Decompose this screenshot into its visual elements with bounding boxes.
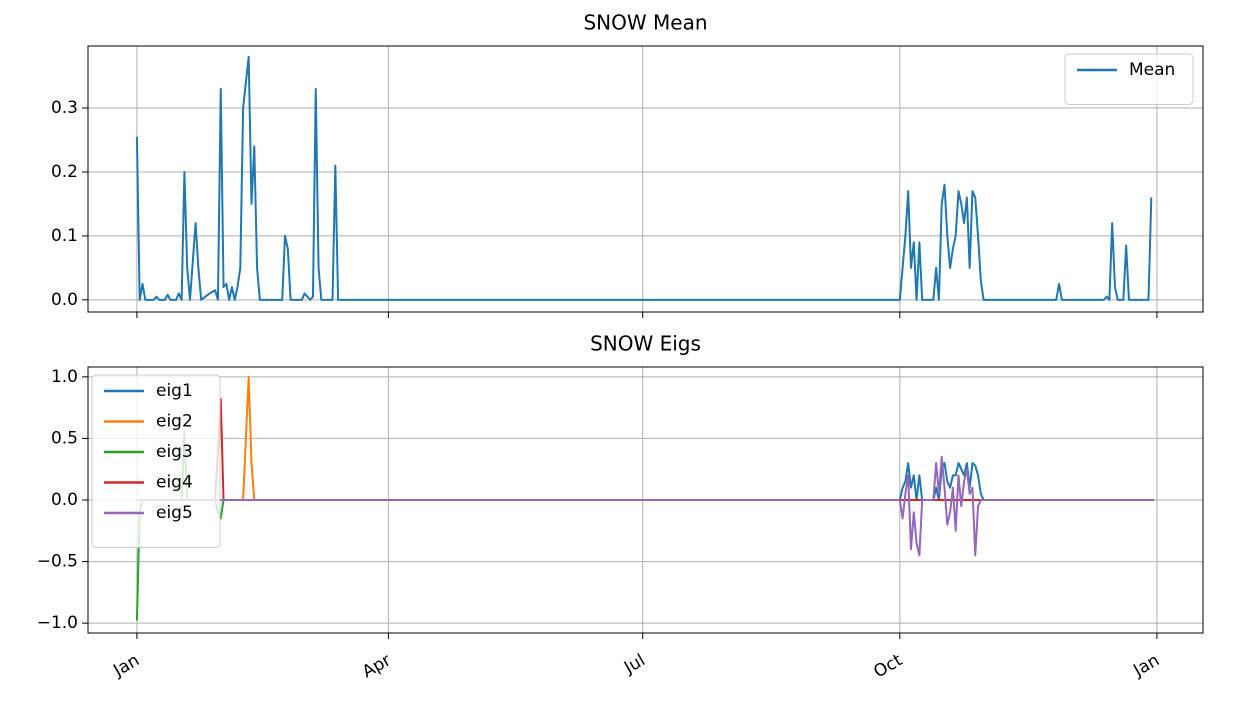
y-tick-label: 0.0: [51, 290, 78, 310]
data-line: [136, 398, 1155, 501]
data-line: [136, 455, 1155, 557]
legend-label: Mean: [1129, 60, 1175, 80]
legend-label: eig1: [156, 381, 193, 401]
data-line: [136, 462, 1155, 501]
legend-label: eig3: [156, 442, 193, 462]
x-tick-label: Jan: [109, 650, 143, 681]
x-tick-label: Oct: [870, 650, 906, 682]
plot-frame: [87, 366, 1204, 634]
legend-label: eig5: [156, 503, 193, 523]
y-tick-label: −1.0: [37, 613, 78, 633]
legend: Mean: [1064, 53, 1194, 105]
chart-title: SNOW Eigs: [590, 332, 701, 356]
y-tick-label: 0.1: [51, 226, 78, 246]
y-tick-label: 0.3: [51, 98, 78, 118]
x-tick-label: Jul: [620, 650, 649, 678]
plot-frame: [87, 45, 1204, 313]
y-tick-label: 0.2: [51, 162, 78, 182]
data-line: [135, 55, 1153, 301]
chart-title: SNOW Mean: [583, 11, 707, 35]
legend-label: eig4: [156, 473, 193, 493]
legend-box: [1064, 53, 1194, 105]
legend-box: [91, 374, 221, 548]
y-tick-label: 0.5: [51, 428, 78, 448]
x-tick-label: Jan: [1129, 650, 1163, 681]
data-line: [135, 431, 1155, 621]
y-tick-label: 0.0: [51, 490, 78, 510]
y-tick-label: 1.0: [51, 367, 78, 387]
legend: eig1 eig2 eig3 eig4 eig5: [91, 374, 221, 548]
y-tick-label: −0.5: [37, 552, 78, 572]
legend-label: eig2: [156, 412, 193, 432]
x-tick-label: Apr: [359, 650, 394, 682]
